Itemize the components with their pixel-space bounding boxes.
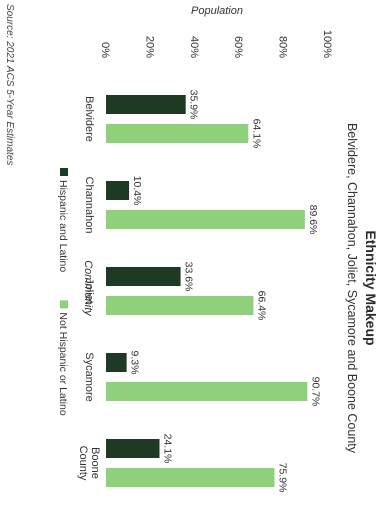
bar-not-hispanic (106, 382, 308, 401)
y-tick-label: 100% (321, 30, 333, 58)
bar-not-hispanic (106, 124, 249, 143)
x-axis-title: Community (82, 260, 94, 317)
legend-entry: Not Hispanic or Latino (57, 312, 69, 415)
bar-value-label: 90.7% (309, 377, 321, 407)
bar-value-label: 64.1% (250, 119, 262, 149)
category-label: Boone (89, 447, 101, 479)
legend: Hispanic and Latino Not Hispanic or Latin… (57, 168, 69, 416)
y-tick-label: 40% (188, 36, 200, 58)
category-label: Joliet (83, 278, 95, 304)
legend-entry: Hispanic and Latino (57, 180, 69, 272)
y-tick-label: 20% (143, 36, 155, 58)
bar-value-label: 66.4% (255, 291, 267, 321)
bar-value-label: 9.3% (129, 351, 141, 375)
source-note: Source: 2021 ACS 5-Year Estimates (4, 4, 15, 165)
y-axis-title: Population (191, 5, 243, 17)
legend-swatch (60, 300, 68, 309)
y-tick-label: 0% (99, 42, 111, 58)
bar-not-hispanic (106, 296, 254, 315)
category-label: Sycamore (83, 352, 95, 402)
bar-not-hispanic (106, 210, 305, 229)
bar-value-label: 33.6% (183, 262, 195, 292)
bar-value-label: 75.9% (276, 463, 288, 493)
bar-hispanic (105, 267, 181, 286)
bar-value-label: 10.4% (131, 176, 143, 206)
bar-not-hispanic (106, 468, 275, 487)
category-label: Belvidere (83, 96, 95, 142)
chart-subtitle: Belvidere, Channahon, Joliet, Sycamore a… (345, 123, 359, 454)
category-labels: Belvidere Channahon Joliet Sycamore BooneCou… (77, 96, 101, 481)
category-label: County (77, 446, 89, 481)
category-label: Channahon (83, 177, 95, 234)
legend-swatch (60, 168, 68, 176)
bar-value-label: 35.9% (188, 90, 200, 120)
bar-value-label: 89.6% (307, 205, 319, 235)
bar-hispanic (106, 181, 130, 200)
bar-value-label: 24.1% (162, 434, 174, 464)
bars-group: 35.9% 64.1% 10.4% 89.6% 33.6% 66.4% 9.3% 90.7% 2… (105, 90, 321, 493)
bar-hispanic (106, 95, 186, 114)
bar-hispanic (105, 353, 127, 372)
y-tick-label: 60% (232, 36, 244, 58)
y-tick-label: 80% (277, 36, 289, 58)
chart-title: Ethnicity Makeup (363, 230, 379, 345)
y-axis-ticks: 0% 20% 40% 60% 80% 100% (99, 30, 333, 58)
bar-hispanic (106, 439, 160, 458)
